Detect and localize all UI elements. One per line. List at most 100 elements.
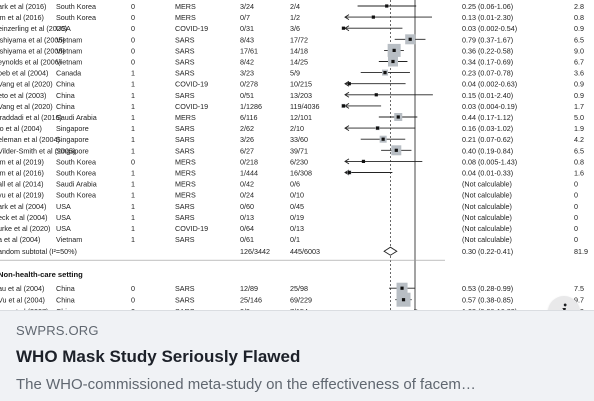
row-rr-18: (Not calculable): [462, 202, 512, 211]
row-study-4: ishiyama et al (2008): [0, 46, 65, 55]
row-location-11: Singapore: [56, 124, 89, 133]
row-location-19: USA: [56, 213, 71, 222]
row-study-2: einzerling et al (2020): [0, 24, 67, 33]
row-virus-11: SARS: [175, 124, 195, 133]
row-study-3: ishiyama et al (2005): [0, 35, 65, 44]
row-study-20: urke et al (2020): [0, 224, 50, 233]
row-point-4: [392, 48, 396, 52]
row-score-11: 1: [131, 124, 135, 133]
row-location-16: Saudi Arabia: [56, 180, 97, 189]
preview-image-forest-plot[interactable]: ark et al (2016) South Korea 0 MERS 3/24 2/4 0…: [0, 0, 594, 310]
row2-rr-1: 0.57 (0.38-0.85): [462, 296, 513, 305]
row-location-0: South Korea: [56, 2, 96, 11]
row-virus-5: SARS: [175, 58, 195, 67]
row-location-9: China: [56, 102, 75, 111]
row2-weight-1: 9.7: [574, 296, 584, 305]
row2-score-2: 0: [131, 307, 135, 310]
link-description: The WHO-commissioned meta-study on the e…: [16, 376, 476, 393]
row-location-14: South Korea: [56, 157, 96, 166]
row2-virus-1: SARS: [175, 296, 195, 305]
row-weight-19: 0: [574, 213, 578, 222]
row-ci-arrow-1: [344, 14, 350, 20]
row-location-4: Vietnam: [56, 46, 82, 55]
row-weight-20: 0: [574, 224, 578, 233]
row-virus-10: MERS: [175, 113, 196, 122]
row2-score-0: 0: [131, 284, 135, 293]
row-virus-17: MERS: [175, 191, 196, 200]
row2-location-0: China: [56, 284, 75, 293]
row-virus-12: SARS: [175, 135, 195, 144]
row-rr-15: 0.04 (0.01-0.33): [462, 169, 513, 178]
row-masked-20: 0/64: [240, 224, 254, 233]
row-point-15: [347, 170, 351, 175]
row-score-12: 1: [131, 135, 135, 144]
subtotal-diamond: [383, 246, 398, 256]
row-rr-1: 0.13 (0.01-2.30): [462, 13, 513, 22]
row-unmasked-21: 0/1: [290, 235, 300, 244]
row-weight-13: 6.5: [574, 146, 584, 155]
row-weight-16: 0: [574, 180, 578, 189]
row2-virus-0: SARS: [175, 284, 195, 293]
row-virus-7: COVID-19: [175, 80, 208, 89]
row-score-19: 1: [131, 213, 135, 222]
row2-point-0: [400, 286, 404, 290]
row2-location-1: China: [56, 296, 75, 305]
row-study-6: oeb et al (2004): [0, 69, 48, 78]
row2-location-2: China: [56, 307, 75, 310]
row-point-8: [374, 93, 378, 97]
row-masked-13: 6/27: [240, 146, 254, 155]
subtotal-label: andom subtotal (I²=50%): [0, 247, 77, 256]
row-weight-3: 6.5: [574, 35, 584, 44]
row-masked-15: 1/444: [240, 169, 258, 178]
row-weight-5: 6.7: [574, 58, 584, 67]
row-rr-19: (Not calculable): [462, 213, 512, 222]
row-virus-16: MERS: [175, 180, 196, 189]
row-point-1: [371, 15, 375, 19]
row-rr-5: 0.34 (0.17-0.69): [462, 58, 513, 67]
row-masked-1: 0/7: [240, 13, 250, 22]
row-weight-8: 0.9: [574, 91, 584, 100]
subtotal-unmasked: 445/6003: [290, 247, 320, 256]
row-point-9: [341, 104, 346, 108]
row-weight-17: 0: [574, 191, 578, 200]
link-preview-footer[interactable]: SWPRS.ORG WHO Mask Study Seriously Flawe…: [0, 310, 594, 401]
row-masked-9: 1/1286: [240, 102, 262, 111]
row-score-16: 1: [131, 180, 135, 189]
row-unmasked-1: 1/2: [290, 13, 300, 22]
row-rr-11: 0.16 (0.03-1.02): [462, 124, 513, 133]
row-score-20: 1: [131, 224, 135, 233]
row-unmasked-19: 0/19: [290, 213, 304, 222]
row-point-11: [375, 126, 380, 130]
row-study-9: Vang et al (2020): [0, 102, 53, 111]
row-location-12: Singapore: [56, 135, 89, 144]
row2-unmasked-1: 69/229: [290, 296, 312, 305]
row-study-10: lraddadi et al (2016): [0, 113, 62, 122]
row-point-3: [408, 37, 412, 41]
row-rr-14: 0.08 (0.005-1.43): [462, 157, 517, 166]
row2-masked-0: 12/89: [240, 284, 258, 293]
link-title[interactable]: WHO Mask Study Seriously Flawed: [16, 347, 301, 366]
row-score-8: 1: [131, 91, 135, 100]
row-point-6: [383, 71, 387, 75]
row-virus-3: SARS: [175, 35, 195, 44]
row-rr-21: (Not calculable): [462, 235, 512, 244]
row-unmasked-16: 0/6: [290, 180, 300, 189]
row-study-12: eleman et al (2004): [0, 135, 60, 144]
row-unmasked-13: 39/71: [290, 146, 308, 155]
row-ci-arrow-8: [344, 91, 350, 98]
row-ci-arrow-7: [344, 80, 350, 87]
row-masked-21: 0/61: [240, 235, 254, 244]
row-study-11: lo et al (2004): [0, 124, 42, 133]
row-location-1: South Korea: [56, 13, 96, 22]
row-unmasked-14: 6/230: [290, 157, 308, 166]
row-score-6: 1: [131, 69, 135, 78]
row-rr-3: 0.79 (0.37-1.67): [462, 35, 513, 44]
row-location-5: Vietnam: [56, 58, 82, 67]
row-rr-6: 0.23 (0.07-0.78): [462, 69, 513, 78]
row-point-12: [381, 137, 385, 141]
row-masked-2: 0/31: [240, 24, 254, 33]
row-unmasked-7: 10/215: [290, 80, 312, 89]
row-unmasked-17: 0/10: [290, 191, 304, 200]
row-location-2: USA: [56, 24, 71, 33]
